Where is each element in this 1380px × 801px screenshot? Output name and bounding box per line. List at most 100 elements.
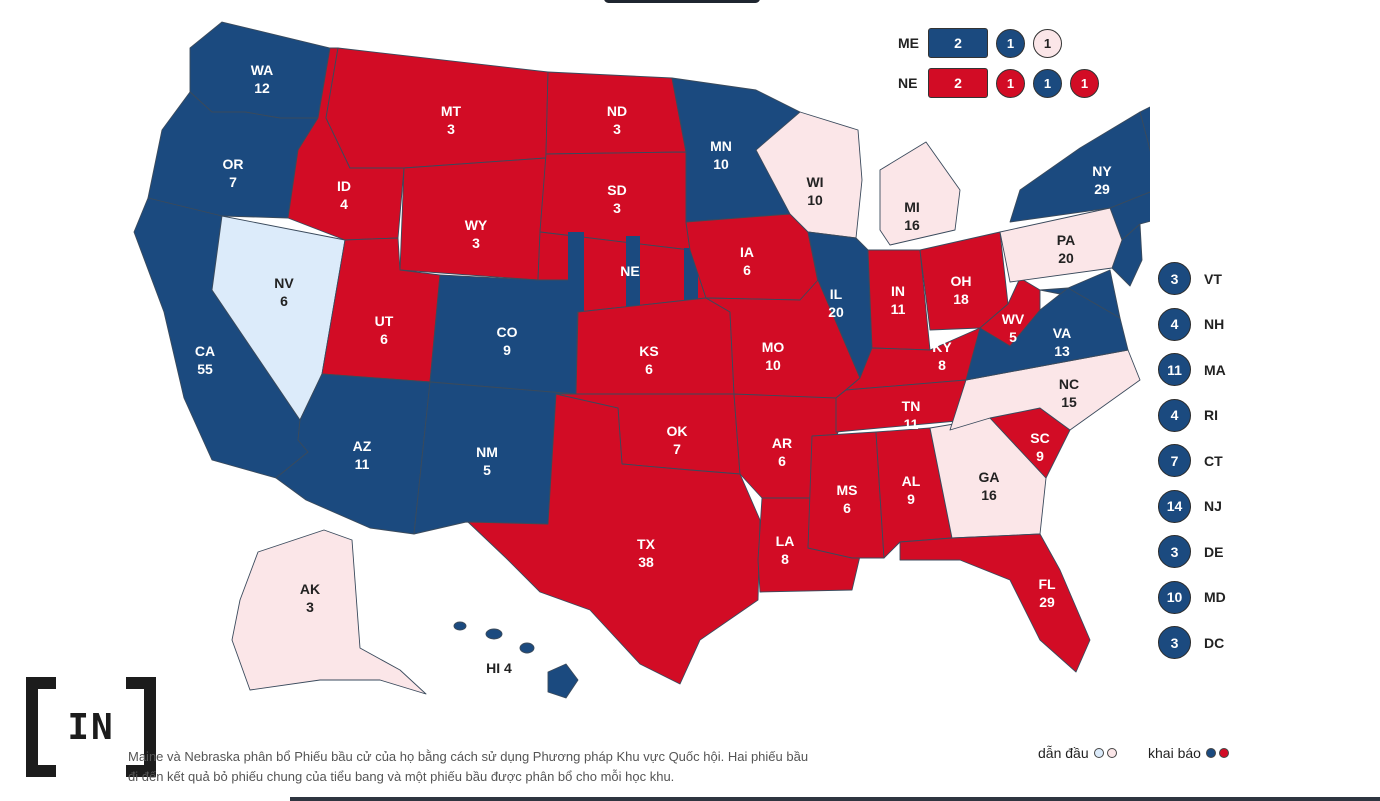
state-label-nv: NV 6 bbox=[274, 275, 294, 309]
legend-leading-dem-dot bbox=[1093, 748, 1104, 758]
logo-text: IN bbox=[67, 707, 115, 748]
state-votes: 9 bbox=[1036, 448, 1044, 464]
state-code: TX bbox=[637, 536, 656, 552]
state-ak[interactable] bbox=[231, 529, 427, 695]
nebraska-split-row: NE 2 1 1 1 bbox=[898, 68, 1107, 98]
state-votes: 20 bbox=[1058, 250, 1074, 266]
state-label-va: VA 13 bbox=[1053, 325, 1071, 359]
state-code: MI bbox=[904, 199, 920, 215]
state-in[interactable] bbox=[867, 249, 931, 351]
small-state-row: 4 RI bbox=[1158, 393, 1226, 439]
state-label-wi: WI 10 bbox=[806, 174, 823, 208]
small-state-votes: 11 bbox=[1158, 353, 1191, 387]
state-votes: 3 bbox=[472, 235, 480, 251]
maine-split-row: ME 2 1 1 bbox=[898, 28, 1070, 58]
footnote-line-2: đi đến kết quả bỏ phiếu chung của tiểu b… bbox=[128, 769, 675, 784]
state-label-tn: TN 11 bbox=[902, 398, 921, 432]
state-votes: 11 bbox=[355, 456, 370, 472]
state-label-in: IN 11 bbox=[891, 283, 906, 317]
state-wi[interactable] bbox=[755, 111, 863, 239]
state-code: NE bbox=[620, 263, 639, 279]
top-scroll-tab bbox=[604, 0, 760, 3]
small-state-votes: 4 bbox=[1158, 307, 1191, 341]
state-ne-district-stripe bbox=[568, 232, 584, 312]
state-votes: 8 bbox=[938, 357, 946, 373]
state-code: KS bbox=[639, 343, 658, 359]
state-code: CO bbox=[497, 324, 518, 340]
small-state-row: 11 MA bbox=[1158, 347, 1226, 393]
logo-left-bracket bbox=[26, 677, 56, 777]
state-label-or: OR 7 bbox=[223, 156, 244, 190]
state-wv[interactable] bbox=[979, 277, 1041, 347]
small-state-name: MD bbox=[1204, 589, 1226, 606]
state-votes: 16 bbox=[904, 217, 920, 233]
state-label-ny: NY 29 bbox=[1092, 163, 1112, 197]
state-pa[interactable] bbox=[999, 207, 1123, 283]
state-label-ne: NE bbox=[620, 263, 639, 279]
state-label-wv: WV 5 bbox=[1002, 311, 1025, 345]
state-hi[interactable] bbox=[547, 663, 579, 699]
state-label-hi: HI 4 bbox=[486, 660, 512, 676]
state-code: OK bbox=[667, 423, 688, 439]
state-code: IA bbox=[740, 244, 754, 260]
state-votes: 6 bbox=[645, 361, 653, 377]
state-label-ms: MS 6 bbox=[837, 482, 858, 516]
state-code: MT bbox=[441, 103, 462, 119]
state-votes: 6 bbox=[743, 262, 751, 278]
state-votes: 4 bbox=[340, 196, 348, 212]
state-nc[interactable] bbox=[949, 349, 1141, 431]
state-label-wa: WA 12 bbox=[251, 62, 274, 96]
small-state-row: 3 VT bbox=[1158, 256, 1226, 302]
state-votes: 13 bbox=[1054, 343, 1070, 359]
state-code: SD bbox=[607, 182, 626, 198]
maine-district-2-circle: 1 bbox=[1033, 28, 1062, 58]
small-state-votes: 3 bbox=[1158, 262, 1191, 296]
small-state-row: 3 DE bbox=[1158, 529, 1226, 575]
state-code: MO bbox=[762, 339, 785, 355]
state-code: GA bbox=[979, 469, 1000, 485]
state-votes: 7 bbox=[673, 441, 681, 457]
small-states-list: 3 VT 4 NH 11 MA 4 RI 7 CT 14 NJ 3 DE 10 MD 3 DC bbox=[1158, 256, 1226, 666]
state-votes: 9 bbox=[907, 491, 915, 507]
state-label-al: AL 9 bbox=[902, 473, 921, 507]
state-label-nm: NM 5 bbox=[476, 444, 498, 478]
state-code: TN bbox=[902, 398, 921, 414]
state-votes: 10 bbox=[765, 357, 781, 373]
state-label-mt: MT 3 bbox=[441, 103, 462, 137]
state-label-mi: MI 16 bbox=[904, 199, 920, 233]
state-code: AK bbox=[300, 581, 320, 597]
state-votes: 20 bbox=[828, 304, 844, 320]
state-fl[interactable] bbox=[899, 533, 1091, 673]
state-code: MS bbox=[837, 482, 858, 498]
state-label-ok: OK 7 bbox=[667, 423, 688, 457]
small-state-name: VT bbox=[1204, 270, 1222, 287]
state-mt[interactable] bbox=[325, 47, 549, 169]
small-state-votes: 3 bbox=[1158, 626, 1191, 660]
state-code: CA bbox=[195, 343, 215, 359]
state-label-pa: PA 20 bbox=[1057, 232, 1075, 266]
state-code: WV bbox=[1002, 311, 1025, 327]
state-votes: 5 bbox=[483, 462, 491, 478]
state-tx[interactable] bbox=[467, 393, 761, 685]
state-code: LA bbox=[776, 533, 795, 549]
state-code: UT bbox=[375, 313, 394, 329]
state-votes: 6 bbox=[778, 453, 786, 469]
state-code: NM bbox=[476, 444, 498, 460]
small-state-votes: 10 bbox=[1158, 580, 1191, 614]
nebraska-statewide-box: 2 bbox=[928, 68, 988, 98]
small-state-name: RI bbox=[1204, 407, 1218, 424]
nebraska-district-2-circle: 1 bbox=[1033, 68, 1062, 98]
small-state-row: 10 MD bbox=[1158, 575, 1226, 621]
legend-called-dem-dot bbox=[1205, 748, 1216, 758]
state-code: NY bbox=[1092, 163, 1112, 179]
logo-right-bracket bbox=[126, 677, 156, 777]
state-label-la: LA 8 bbox=[776, 533, 795, 567]
state-label-co: CO 9 bbox=[497, 324, 518, 358]
maine-statewide-box: 2 bbox=[928, 28, 988, 58]
small-state-votes: 14 bbox=[1158, 489, 1191, 523]
state-code: WI bbox=[806, 174, 823, 190]
state-ny[interactable] bbox=[1009, 111, 1150, 223]
small-state-votes: 3 bbox=[1158, 535, 1191, 569]
state-mi[interactable] bbox=[879, 141, 961, 246]
state-ms[interactable] bbox=[807, 431, 885, 559]
